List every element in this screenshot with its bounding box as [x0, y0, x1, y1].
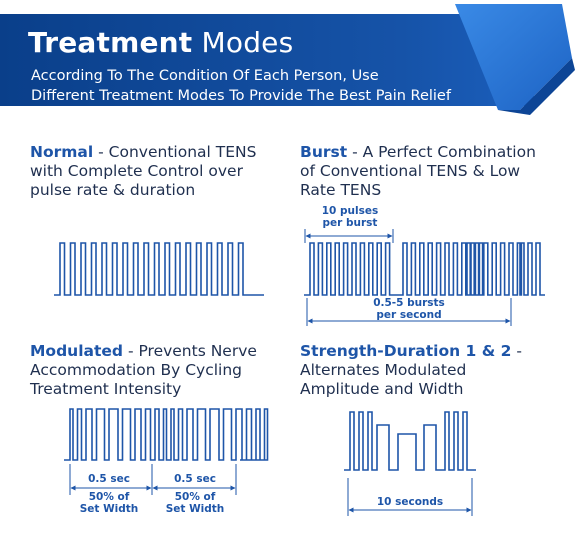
mode-burst-desc-3: Rate TENS	[300, 181, 382, 199]
strength-duration-label: 10 seconds	[377, 496, 443, 508]
burst-annotation-bottom-1: 0.5-5 bursts	[373, 297, 445, 309]
modulated-width-right-2: Set Width	[166, 503, 225, 515]
subtitle-line-2: Different Treatment Modes To Provide The…	[31, 88, 451, 104]
mode-modulated-desc-3: Treatment Intensity	[30, 380, 182, 398]
modulated-width-right-1: 50% of	[175, 491, 216, 503]
title-light: Modes	[201, 26, 294, 59]
waveform-normal	[54, 242, 264, 296]
header-banner: Treatment Modes According To The Conditi…	[0, 0, 581, 118]
mode-modulated-name: Modulated	[30, 342, 123, 360]
title-bold: Treatment	[28, 26, 193, 59]
mode-normal-name: Normal	[30, 143, 94, 161]
mode-burst-text: Burst - A Perfect Combination of Convent…	[300, 143, 570, 200]
page-subtitle: According To The Condition Of Each Perso…	[31, 66, 531, 106]
mode-normal-desc-1: - Conventional TENS	[98, 143, 257, 161]
mode-normal-desc-3: pulse rate & duration	[30, 181, 196, 199]
mode-normal-text: Normal - Conventional TENS with Complete…	[30, 143, 290, 200]
mode-burst-name: Burst	[300, 143, 348, 161]
subtitle-line-1: According To The Condition Of Each Perso…	[31, 68, 379, 84]
mode-strength-desc-3: Amplitude and Width	[300, 380, 464, 398]
mode-strength-name: Strength-Duration 1 & 2	[300, 342, 512, 360]
mode-strength-desc-1: -	[516, 342, 522, 360]
mode-modulated-desc-1: - Prevents Nerve	[127, 342, 257, 360]
modulated-width-left-1: 50% of	[89, 491, 130, 503]
mode-burst-desc-1: - A Perfect Combination	[352, 143, 536, 161]
burst-annotation-bottom-2: per second	[376, 309, 441, 321]
waveform-burst	[304, 242, 545, 296]
page-title: Treatment Modes	[28, 26, 293, 59]
modulated-time-right: 0.5 sec	[174, 473, 216, 485]
banner-background	[0, 4, 575, 115]
modulated-time-left: 0.5 sec	[88, 473, 130, 485]
mode-burst-desc-2: of Conventional TENS & Low	[300, 162, 521, 180]
mode-strength-desc-2: Alternates Modulated	[300, 361, 467, 379]
modulated-width-left-2: Set Width	[80, 503, 139, 515]
waveform-strength-duration	[344, 411, 476, 471]
burst-annotation-top-1: 10 pulses	[322, 205, 378, 217]
burst-annotation-top-2: per burst	[323, 217, 378, 229]
mode-normal-desc-2: with Complete Control over	[30, 162, 243, 180]
waveform-modulated	[64, 408, 269, 461]
mode-strength-text: Strength-Duration 1 & 2 - Alternates Mod…	[300, 342, 575, 399]
mode-modulated-desc-2: Accommodation By Cycling	[30, 361, 243, 379]
mode-modulated-text: Modulated - Prevents Nerve Accommodation…	[30, 342, 295, 399]
